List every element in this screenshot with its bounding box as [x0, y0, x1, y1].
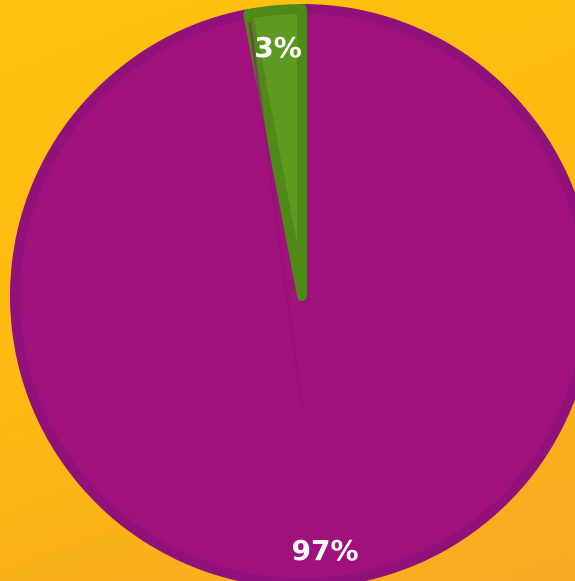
pie-slice-1 — [9, 4, 575, 581]
pie-slice-shading — [248, 21, 304, 407]
pie-labels: 97% 3% — [254, 31, 358, 567]
pie-slice-2 — [243, 4, 307, 301]
pie-slices — [9, 4, 575, 581]
pie-slice-label-2: 3% — [254, 31, 302, 64]
pie-slice-label-1: 97% — [291, 534, 358, 567]
